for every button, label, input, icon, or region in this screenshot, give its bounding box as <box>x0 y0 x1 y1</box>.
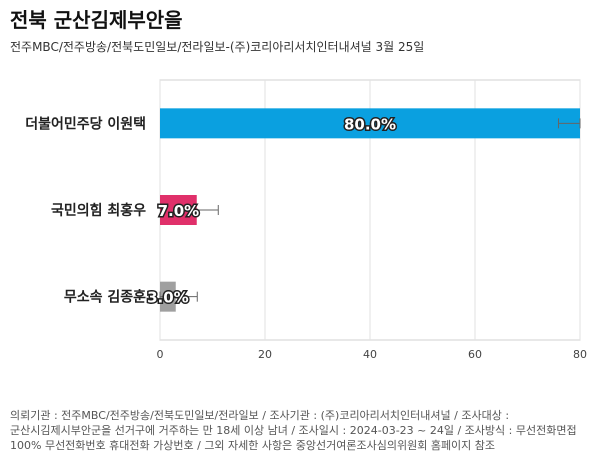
category-label: 더불어민주당 이원택 <box>25 115 146 132</box>
value-label: 3.0% <box>147 289 189 307</box>
footnote-line: 군산시김제시부안군을 선거구에 거주하는 만 18세 이상 남녀 / 조사일시 … <box>10 424 577 437</box>
chart-subtitle: 전주MBC/전주방송/전북도민일보/전라일보-(주)코리아리서치인터내셔널 3월… <box>10 40 425 54</box>
x-tick-label: 60 <box>468 348 482 361</box>
x-tick-label: 20 <box>258 348 272 361</box>
value-label: 80.0% <box>344 115 396 133</box>
chart-title: 전북 군산김제부안을 <box>10 8 183 32</box>
x-tick-label: 0 <box>157 348 164 361</box>
footnote-line: 의뢰기관 : 전주MBC/전주방송/전북도민일보/전라일보 / 조사기관 : (… <box>10 409 510 422</box>
category-label: 국민의힘 최홍우 <box>51 202 146 219</box>
bar <box>160 108 580 139</box>
x-tick-label: 40 <box>363 348 377 361</box>
survey-footnote: 의뢰기관 : 전주MBC/전주방송/전북도민일보/전라일보 / 조사기관 : (… <box>10 408 592 453</box>
category-label: 무소속 김종훈 <box>64 289 146 306</box>
x-tick-label: 80 <box>573 348 587 361</box>
value-label: 7.0% <box>158 202 200 220</box>
bar-chart: 0 20 40 60 80 더불어민주당 이원택 80.0% 국민의힘 최홍우 7.0% 무소속 … <box>25 79 587 361</box>
footnote-line: 100% 무선전화번호 휴대전화 가상번호 / 그외 자세한 사항은 중앙선거여… <box>10 439 496 452</box>
